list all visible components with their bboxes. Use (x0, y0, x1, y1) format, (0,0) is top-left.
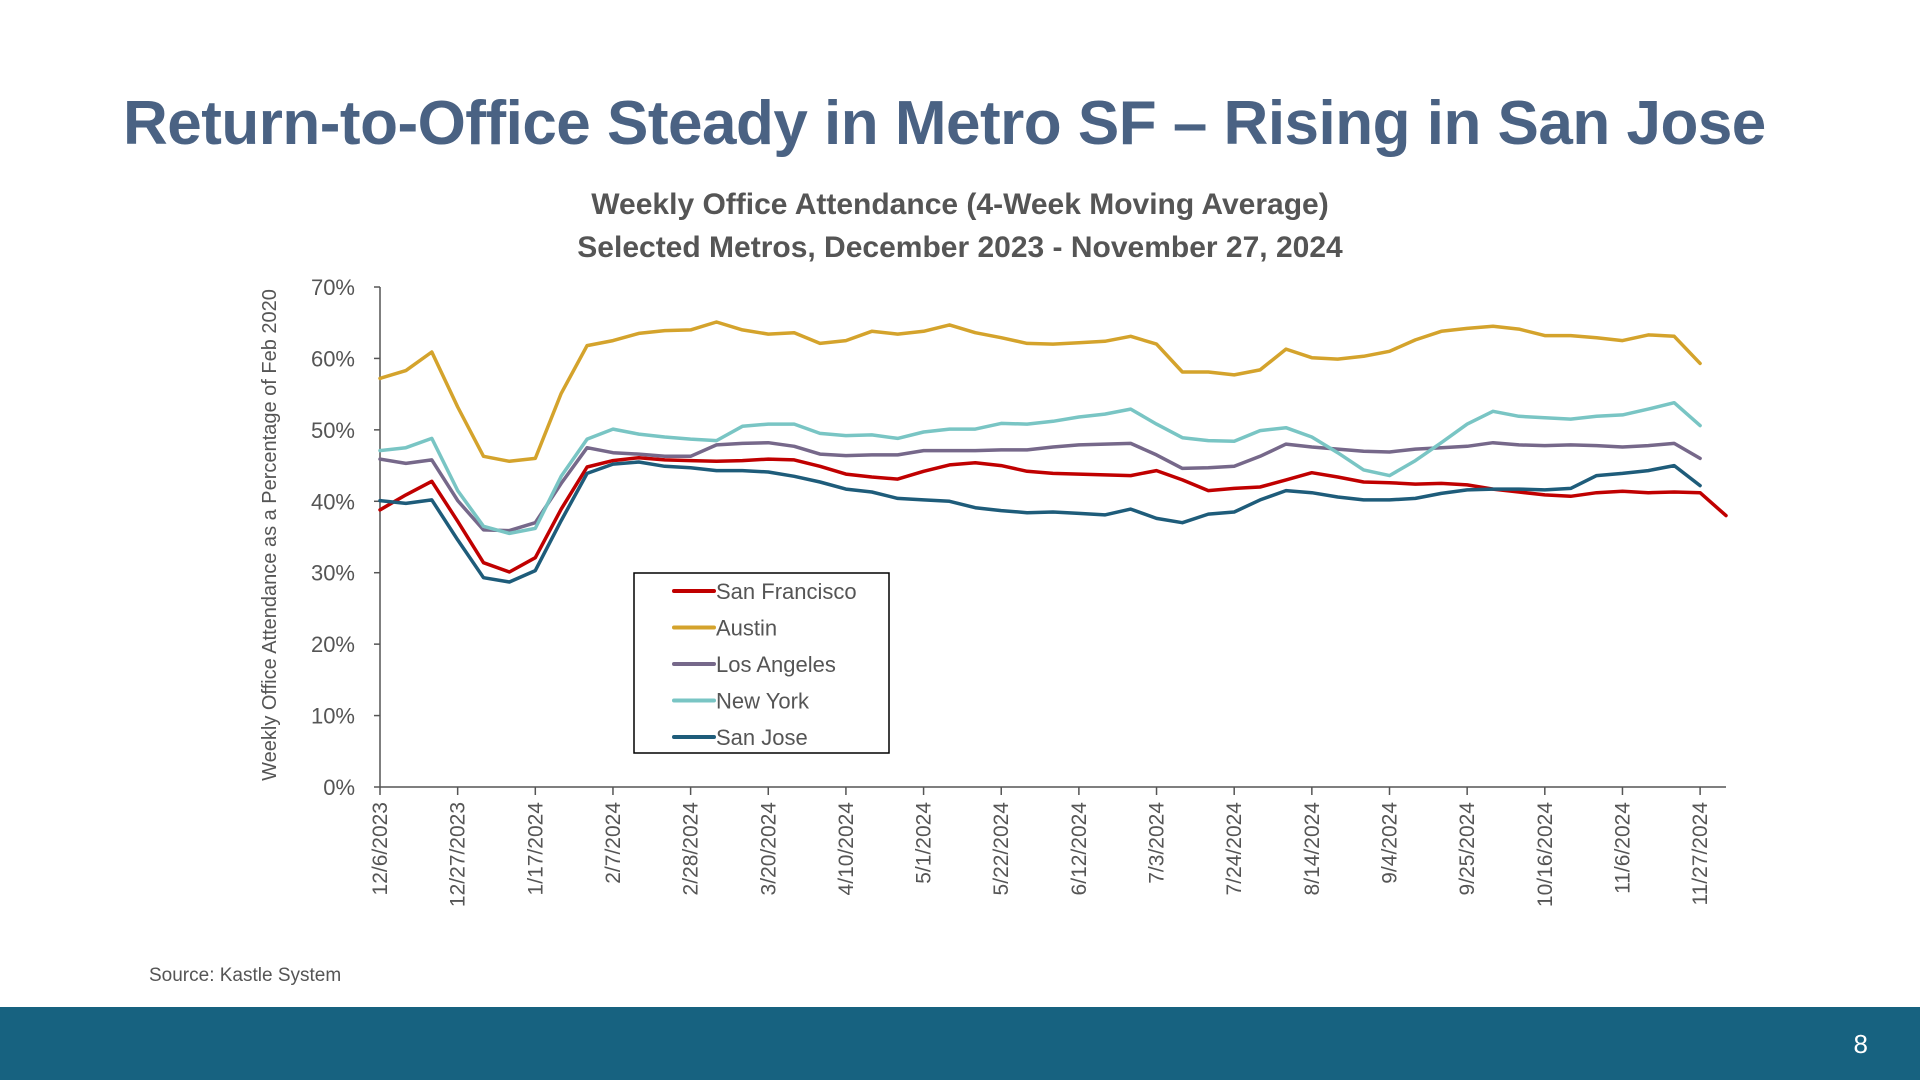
x-tick-label: 12/6/2023 (369, 802, 392, 895)
x-tick-label: 6/12/2024 (1068, 802, 1091, 896)
x-tick-label: 7/24/2024 (1223, 802, 1246, 896)
y-tick-label: 0% (323, 775, 355, 800)
series-line-san-francisco (378, 455, 1728, 574)
x-axis: 12/6/2023 12/27/2023 1/17/2024 2/7/2024 2/28… (369, 786, 1726, 907)
x-tick-label: 9/25/2024 (1456, 802, 1479, 896)
chart-title: Weekly Office Attendance (4-Week Moving … (591, 188, 1329, 221)
series-line-austin (378, 320, 1702, 464)
x-tick-label: 2/28/2024 (680, 802, 703, 896)
series-lines (378, 320, 1728, 584)
x-tick-label: 4/10/2024 (835, 802, 858, 896)
y-tick-label: 10% (311, 704, 355, 729)
x-tick-label: 2/7/2024 (602, 802, 625, 884)
y-axis: 0% 10% 20% 30% 40% 50% 60% 70% (311, 275, 381, 800)
chart-subtitle: Selected Metros, December 2023 - Novembe… (577, 231, 1343, 264)
x-tick-label: 5/22/2024 (990, 802, 1013, 896)
x-tick-label: 8/14/2024 (1301, 802, 1324, 896)
y-tick-label: 30% (311, 561, 355, 586)
footer-bar: 8 (0, 1007, 1920, 1080)
source-note: Source: Kastle System (149, 965, 342, 986)
y-tick-label: 70% (311, 275, 355, 300)
legend: San Francisco Austin Los Angeles New York Sa… (633, 572, 890, 754)
y-axis-label: Weekly Office Attendance as a Percentage… (259, 289, 281, 781)
legend-label-san-jose: San Jose (716, 725, 808, 750)
line-chart: 0% 10% 20% 30% 40% 50% 60% 70% 12/6/2023 12/27/2… (259, 275, 1728, 907)
x-tick-label: 1/17/2024 (524, 802, 547, 896)
legend-label-san-francisco: San Francisco (716, 579, 857, 604)
x-tick-label: 12/27/2023 (447, 802, 470, 907)
page-number: 8 (1853, 1029, 1868, 1059)
series-line-san-jose (378, 460, 1702, 584)
x-tick-label: 11/6/2024 (1611, 802, 1634, 894)
y-tick-label: 50% (311, 418, 355, 443)
y-tick-label: 40% (311, 489, 355, 514)
legend-label-new-york: New York (716, 689, 810, 714)
x-tick-label: 11/27/2024 (1689, 802, 1712, 906)
series-line-new-york (378, 400, 1702, 536)
x-tick-label: 7/3/2024 (1146, 802, 1169, 884)
series-line-los-angeles (378, 440, 1702, 533)
x-tick-label: 5/1/2024 (913, 802, 936, 884)
x-tick-label: 3/20/2024 (757, 802, 780, 896)
legend-label-los-angeles: Los Angeles (716, 652, 836, 677)
slide-title: Return-to-Office Steady in Metro SF – Ri… (123, 89, 1766, 158)
y-tick-label: 20% (311, 632, 355, 657)
x-tick-label: 9/4/2024 (1379, 802, 1402, 884)
legend-label-austin: Austin (716, 616, 777, 641)
x-tick-label: 10/16/2024 (1534, 802, 1557, 907)
y-tick-label: 60% (311, 346, 355, 371)
